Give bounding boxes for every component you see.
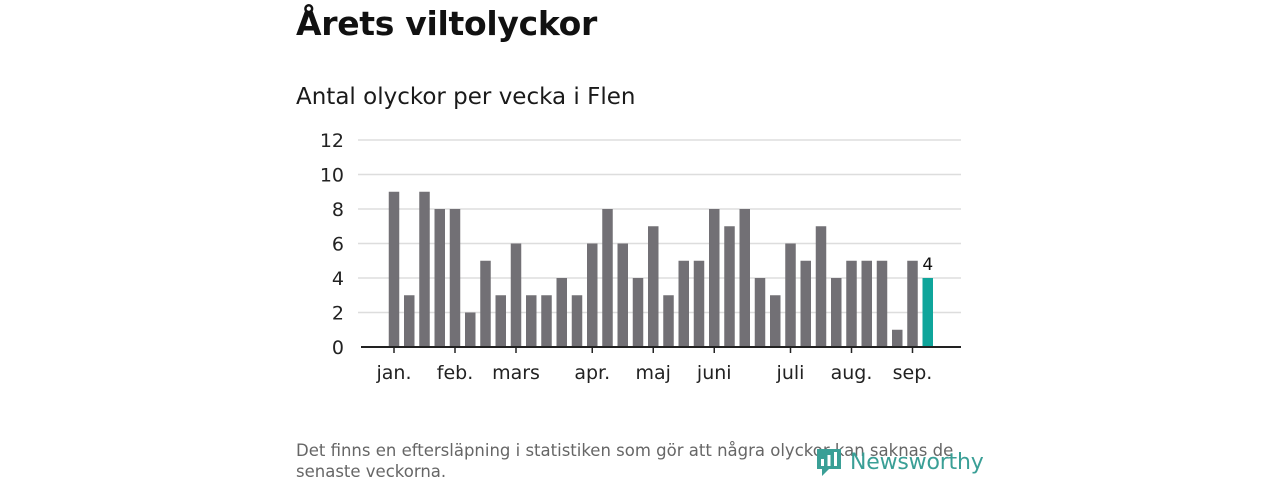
bar: [754, 278, 766, 347]
bar: [541, 295, 552, 347]
highlight-value-label: 4: [922, 255, 933, 275]
bar: [587, 243, 598, 347]
chart-subtitle: Antal olyckor per vecka i Flen: [296, 84, 636, 110]
newsworthy-logo-text: Newsworthy: [850, 449, 984, 475]
bar: [449, 209, 461, 347]
newsworthy-logo: Newsworthy: [814, 444, 984, 480]
bar: [556, 278, 567, 347]
bar-chart: 0 2 4 6 8 10 12 4 jan. feb. mars apr. maj juni juli aug…: [320, 130, 961, 384]
bar: [693, 260, 705, 347]
bar: [465, 312, 476, 347]
bar: [663, 295, 674, 347]
bar: [785, 243, 796, 347]
bar: [846, 260, 857, 347]
bar: [419, 191, 430, 347]
bar: [831, 278, 842, 347]
bar: [404, 295, 415, 347]
bar: [739, 209, 750, 347]
newsworthy-logo-icon: [817, 449, 841, 476]
y-tick-label: 8: [332, 199, 344, 221]
x-tick-label: aug.: [831, 362, 873, 384]
y-tick-label: 0: [332, 337, 344, 359]
y-tick-label: 10: [320, 165, 344, 187]
x-tick-label: sep.: [893, 362, 933, 384]
bar: [861, 260, 872, 347]
y-tick-label: 6: [332, 234, 344, 256]
bar: [495, 295, 506, 347]
bar: [876, 260, 888, 347]
bar: [526, 295, 537, 347]
x-tick-label: maj: [636, 362, 671, 384]
bar: [510, 243, 522, 347]
chart-title: Årets viltolyckor: [296, 4, 597, 43]
x-tick-label: mars: [492, 362, 540, 384]
bar: [571, 295, 583, 347]
x-tick-label: juni: [696, 362, 732, 384]
bar: [724, 226, 735, 347]
y-tick-label: 4: [332, 268, 344, 290]
bar: [602, 209, 613, 347]
bar: [388, 191, 400, 347]
x-tick-label: feb.: [437, 362, 473, 384]
bar: [480, 260, 491, 347]
y-tick-label: 12: [320, 130, 344, 152]
bar: [434, 209, 445, 347]
bar: [892, 329, 903, 347]
x-tick-label: apr.: [574, 362, 610, 384]
bar: [632, 278, 644, 347]
bar: [770, 295, 781, 347]
x-tick-label: juli: [776, 362, 805, 384]
bar: [907, 260, 918, 347]
bar: [815, 226, 827, 347]
bar: [617, 243, 628, 347]
y-tick-label: 2: [332, 303, 344, 325]
bar: [648, 226, 659, 347]
highlight-bar: [922, 278, 933, 347]
bar: [678, 260, 689, 347]
bar: [800, 260, 811, 347]
x-tick-label: jan.: [375, 362, 411, 384]
bar: [709, 209, 720, 347]
footnote: Det finns en eftersläpning i statistiken…: [296, 441, 954, 480]
